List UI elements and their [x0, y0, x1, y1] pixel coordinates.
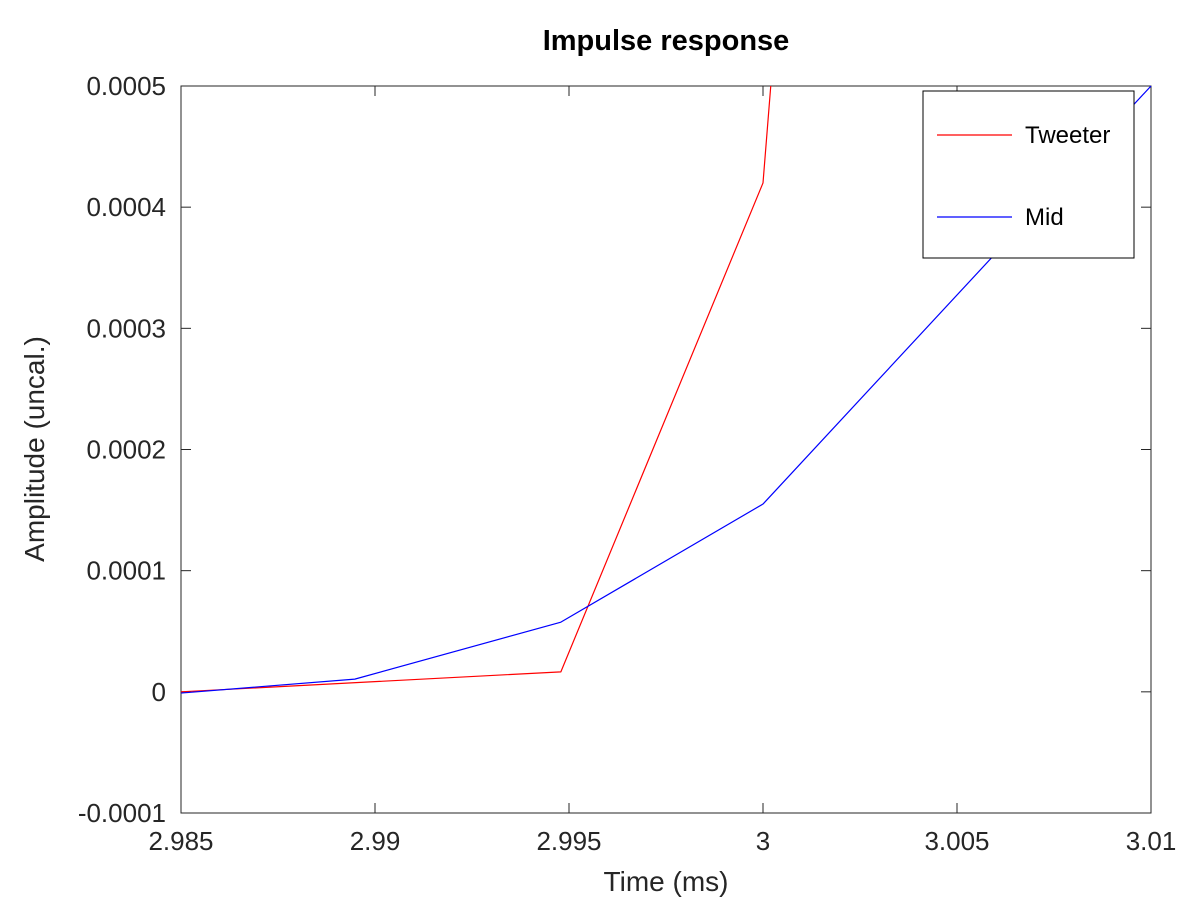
- x-tick-label: 2.99: [350, 826, 401, 856]
- x-tick-label: 3: [756, 826, 770, 856]
- x-axis-label: Time (ms): [604, 866, 729, 897]
- series-line-mid: [180, 85, 1152, 694]
- legend: Tweeter Mid: [922, 90, 1135, 259]
- series-line-tweeter: [180, 85, 772, 693]
- y-tick-label: 0.0003: [86, 313, 166, 343]
- x-tick-label: 2.995: [536, 826, 601, 856]
- x-tick-label: 3.01: [1126, 826, 1177, 856]
- x-tick-label: 2.985: [148, 826, 213, 856]
- x-axis-ticks: 2.985 2.99 2.995 3 3.005 3.01: [148, 86, 1176, 856]
- y-tick-label: 0.0005: [86, 71, 166, 101]
- legend-box: [922, 90, 1135, 259]
- y-axis-label: Amplitude (uncal.): [19, 336, 50, 562]
- chart-title: Impulse response: [543, 25, 790, 57]
- y-axis-ticks: -0.0001 0 0.0001 0.0002 0.0003 0.0004 0.0005: [78, 71, 1151, 828]
- y-tick-label: 0.0001: [86, 556, 166, 586]
- y-tick-label: 0.0004: [86, 192, 166, 222]
- y-tick-label: 0: [152, 677, 166, 707]
- legend-label-tweeter: Tweeter: [1025, 122, 1110, 149]
- y-tick-label: -0.0001: [78, 798, 166, 828]
- y-tick-label: 0.0002: [86, 435, 166, 465]
- series-layer: [180, 85, 1152, 694]
- x-tick-label: 3.005: [924, 826, 989, 856]
- legend-label-mid: Mid: [1025, 204, 1064, 231]
